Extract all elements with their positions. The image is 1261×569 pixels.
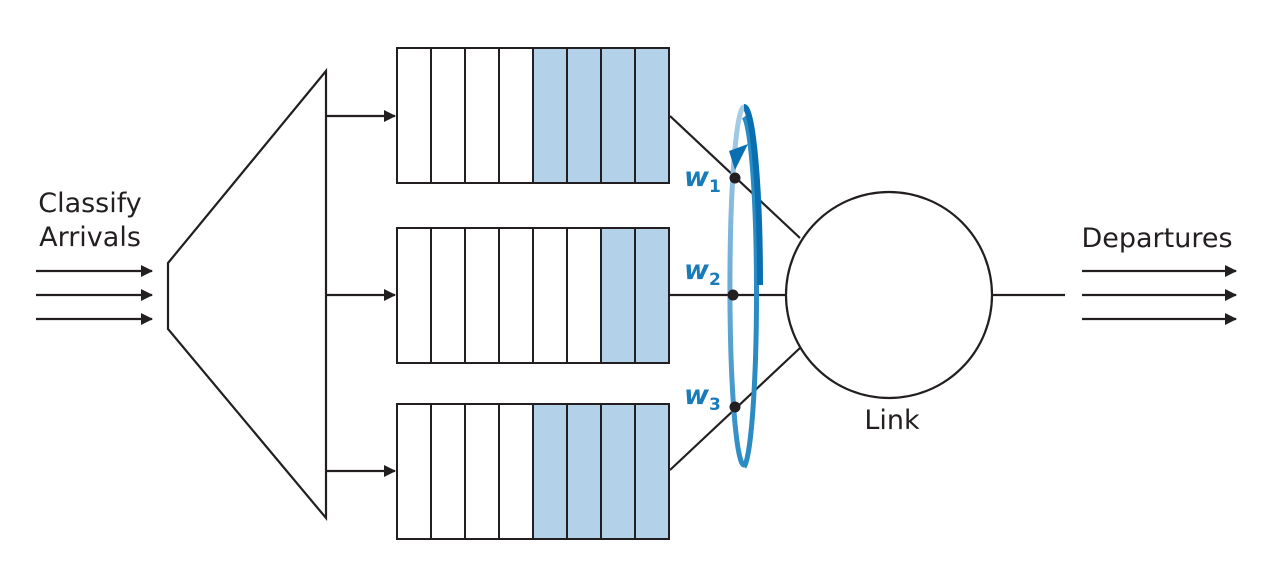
weight-3-label: w3 xyxy=(684,380,721,415)
departure-arrows xyxy=(1082,265,1237,325)
arrivals-label-line1: Classify xyxy=(38,188,142,219)
queue-cell-empty xyxy=(498,403,534,540)
queue-cell-filled xyxy=(566,403,602,540)
departures-label: Departures xyxy=(1081,223,1232,254)
circular-arrow-icon xyxy=(727,104,763,469)
queue-cell-filled xyxy=(600,47,636,184)
queue-cell-empty xyxy=(430,403,466,540)
weight-1-label: w1 xyxy=(684,162,721,197)
queue-3 xyxy=(396,403,670,540)
queue-cell-empty xyxy=(532,227,568,364)
queue-cell-filled xyxy=(634,227,670,364)
link-circle xyxy=(784,190,994,400)
queue-cell-empty xyxy=(430,47,466,184)
scheduler-ring-dark xyxy=(742,104,763,286)
link-label: Link xyxy=(864,405,920,436)
arrival-arrows xyxy=(36,265,153,325)
queue-cell-filled xyxy=(566,47,602,184)
weight-2-label: w2 xyxy=(684,255,721,290)
queue-2 xyxy=(396,227,670,364)
weight-1-dot xyxy=(729,172,741,184)
classifier-shape xyxy=(166,67,328,522)
scheduler-ring-back xyxy=(741,115,760,469)
weight-2-dot xyxy=(727,289,739,301)
weight-3-dot xyxy=(729,401,741,413)
queue-cell-filled xyxy=(634,403,670,540)
queue-cell-empty xyxy=(498,227,534,364)
scheduler-ring-front xyxy=(727,104,746,468)
queue-cell-filled xyxy=(532,403,568,540)
queue-cell-empty xyxy=(566,227,602,364)
queue-cell-empty xyxy=(498,47,534,184)
queue-1 xyxy=(396,47,670,184)
queue-cell-filled xyxy=(532,47,568,184)
queue-cell-empty xyxy=(396,403,432,540)
queue-cell-filled xyxy=(600,403,636,540)
scheduler-ring-arrowhead xyxy=(729,144,748,170)
arrivals-label-line2: Arrivals xyxy=(39,222,141,253)
queue-cell-filled xyxy=(600,227,636,364)
queue-cell-empty xyxy=(464,227,500,364)
queue-cell-filled xyxy=(634,47,670,184)
queue-cell-empty xyxy=(464,47,500,184)
queue-cell-empty xyxy=(430,227,466,364)
queue-cell-empty xyxy=(396,47,432,184)
queue-cell-empty xyxy=(464,403,500,540)
queue-cell-empty xyxy=(396,227,432,364)
classifier-arrows xyxy=(326,110,396,477)
